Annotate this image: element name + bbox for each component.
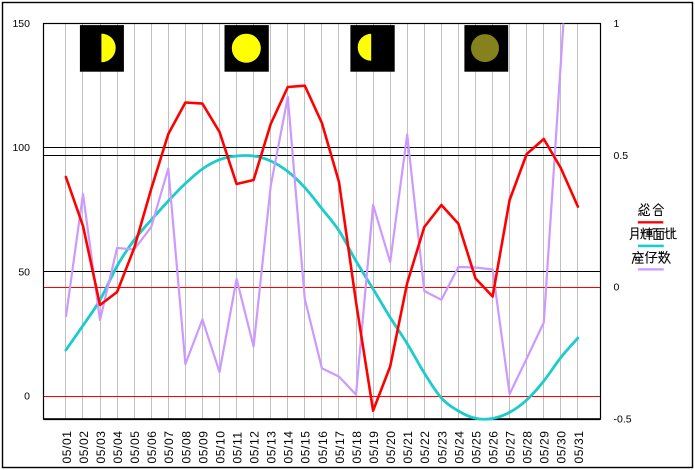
svg-text:05/15: 05/15 [299,430,313,463]
svg-text:05/25: 05/25 [469,430,483,463]
svg-text:05/04: 05/04 [111,430,125,463]
svg-text:05/12: 05/12 [248,430,262,463]
svg-text:05/01: 05/01 [60,430,74,463]
svg-text:05/20: 05/20 [384,430,398,463]
svg-text:50: 50 [18,266,30,278]
svg-text:05/24: 05/24 [452,430,466,463]
svg-text:05/06: 05/06 [145,430,159,463]
svg-text:0: 0 [24,391,30,403]
svg-text:05/11: 05/11 [230,431,244,463]
svg-text:05/17: 05/17 [333,430,347,463]
svg-text:05/13: 05/13 [265,430,279,463]
svg-text:05/16: 05/16 [316,430,330,463]
svg-text:05/09: 05/09 [196,430,210,463]
svg-text:05/19: 05/19 [367,430,381,463]
svg-text:05/07: 05/07 [162,430,176,463]
svg-text:05/31: 05/31 [572,430,586,463]
svg-text:150: 150 [12,18,30,30]
svg-text:05/08: 05/08 [179,430,193,463]
svg-text:05/22: 05/22 [418,430,432,463]
svg-text:05/03: 05/03 [94,430,108,463]
svg-text:05/30: 05/30 [555,430,569,463]
svg-text:100: 100 [12,142,30,154]
svg-text:0: 0 [614,282,620,294]
svg-text:05/28: 05/28 [521,430,535,463]
svg-text:05/05: 05/05 [128,430,142,463]
svg-text:05/27: 05/27 [504,430,518,463]
svg-text:1: 1 [614,18,620,30]
svg-text:05/21: 05/21 [401,430,415,463]
svg-text:05/14: 05/14 [282,430,296,463]
svg-text:0.5: 0.5 [614,150,629,162]
svg-text:05/29: 05/29 [538,430,552,463]
svg-text:05/26: 05/26 [486,430,500,463]
svg-text:05/18: 05/18 [350,430,364,463]
svg-text:05/23: 05/23 [435,430,449,463]
svg-text:-0.5: -0.5 [614,414,632,426]
svg-text:05/10: 05/10 [213,430,227,463]
svg-text:05/02: 05/02 [77,430,91,463]
